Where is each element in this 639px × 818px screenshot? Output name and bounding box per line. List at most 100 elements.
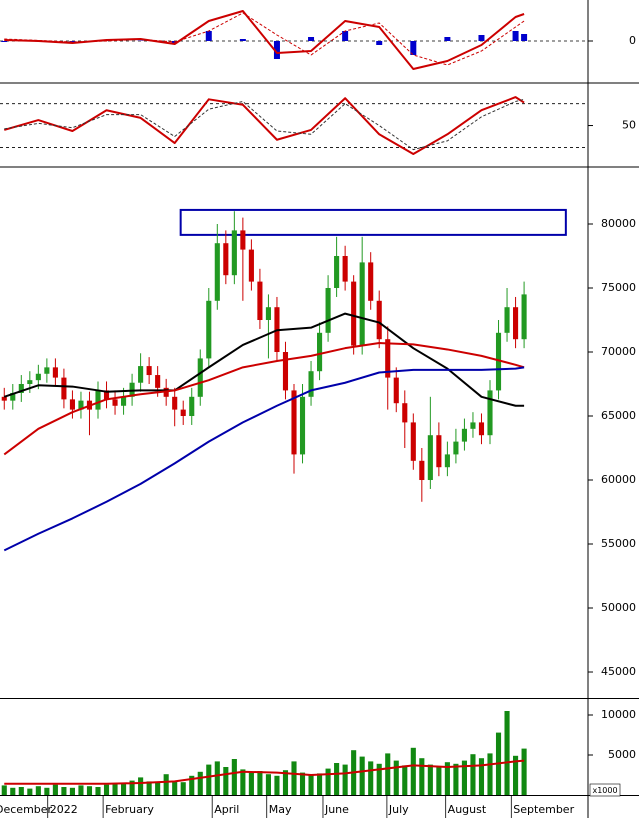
y-tick-label: 80000	[601, 217, 636, 230]
volume-bar	[197, 771, 203, 795]
candle-body	[282, 352, 289, 391]
candle-body	[27, 380, 33, 385]
volume-bar	[419, 758, 425, 795]
candle-body	[240, 230, 246, 250]
candle-body	[299, 396, 306, 455]
price-panel	[1, 208, 567, 552]
histogram-bar	[444, 37, 451, 41]
volume-bar	[317, 773, 323, 795]
volume-bar	[265, 774, 271, 795]
candle-body	[18, 384, 24, 393]
volume-bar	[240, 769, 246, 795]
volume-bar	[521, 748, 527, 795]
volume-bar	[146, 781, 152, 795]
candle-body	[180, 409, 186, 417]
y-tick-label: 60000	[601, 473, 636, 486]
candle-body	[52, 367, 58, 378]
y-tick-label: 45000	[601, 665, 636, 678]
volume-bar	[248, 772, 254, 795]
histogram-bar	[342, 31, 349, 41]
signal-line	[4, 98, 525, 151]
volume-bar	[69, 787, 75, 795]
histogram-bar	[512, 31, 519, 41]
volume-bar	[410, 747, 416, 795]
candle-body	[342, 256, 348, 282]
volume-bar	[1, 785, 7, 795]
candle-body	[376, 300, 382, 340]
histogram-bar	[410, 41, 417, 55]
candle-body	[189, 396, 195, 417]
candle-body	[521, 294, 527, 340]
candle-body	[1, 396, 7, 401]
x-tick-label: May	[269, 803, 292, 816]
y-tick-label: 65000	[601, 409, 636, 422]
candle-body	[478, 422, 485, 436]
candle-body	[214, 243, 220, 301]
candle-body	[453, 441, 459, 455]
volume-bar	[78, 785, 84, 795]
volume-bar	[103, 784, 110, 795]
candle-body	[78, 400, 84, 410]
indicator-line	[3, 312, 525, 407]
volume-bar	[274, 775, 280, 795]
candle-body	[95, 390, 101, 410]
candle-body	[308, 371, 314, 397]
histogram-bar	[239, 39, 246, 41]
candle-body	[504, 307, 510, 333]
candle-body	[444, 454, 450, 468]
candle-body	[334, 256, 340, 289]
volume-bar	[325, 768, 331, 795]
volume-bar	[436, 767, 442, 795]
volume-bar	[18, 787, 24, 795]
volume-bar	[444, 762, 450, 795]
y-tick-label: 5000	[608, 748, 636, 761]
y-tick-label: 10000	[601, 708, 636, 721]
candle-body	[461, 428, 467, 442]
indicator-line	[3, 96, 525, 155]
x-tick-label: December	[0, 803, 53, 816]
volume-bar	[368, 761, 374, 795]
candle-body	[359, 262, 365, 346]
volume-bar	[342, 764, 348, 795]
x-tick-label: February	[105, 803, 154, 816]
volume-bar	[487, 753, 493, 795]
volume-bar	[35, 786, 41, 795]
volume-bar	[504, 711, 510, 795]
volume-bar	[299, 772, 306, 795]
candle-body	[197, 358, 203, 397]
candle-body	[155, 375, 161, 388]
volume-bar	[291, 761, 297, 795]
y-tick-label: 50	[622, 119, 636, 132]
volume-bar	[44, 787, 50, 795]
volume-bar	[10, 787, 16, 795]
candle-body	[121, 396, 127, 406]
histogram-bar	[273, 41, 280, 59]
candle-body	[419, 460, 425, 481]
y-tick-label: 70000	[601, 345, 636, 358]
volume-bar	[95, 787, 101, 795]
volume-bar	[231, 759, 237, 795]
candle-body	[231, 230, 237, 276]
volume-bar	[282, 770, 289, 795]
x-tick-label: 2022	[50, 803, 78, 816]
x-tick-label: August	[448, 803, 487, 816]
candle-body	[436, 435, 442, 468]
volume-bar	[121, 783, 127, 795]
x-tick-label: April	[214, 803, 239, 816]
candle-body	[10, 392, 16, 401]
candle-body	[138, 366, 144, 383]
volume-bar	[112, 783, 118, 795]
indicator-line	[3, 366, 525, 552]
candle-body	[368, 262, 374, 301]
candle-body	[248, 249, 254, 282]
histogram-bar	[478, 35, 485, 41]
volume-bar	[334, 763, 340, 795]
candle-body	[351, 281, 357, 346]
histogram-bar	[1, 41, 8, 42]
candle-body	[393, 377, 399, 404]
candle-body	[223, 243, 229, 276]
histogram-bar	[308, 37, 315, 41]
